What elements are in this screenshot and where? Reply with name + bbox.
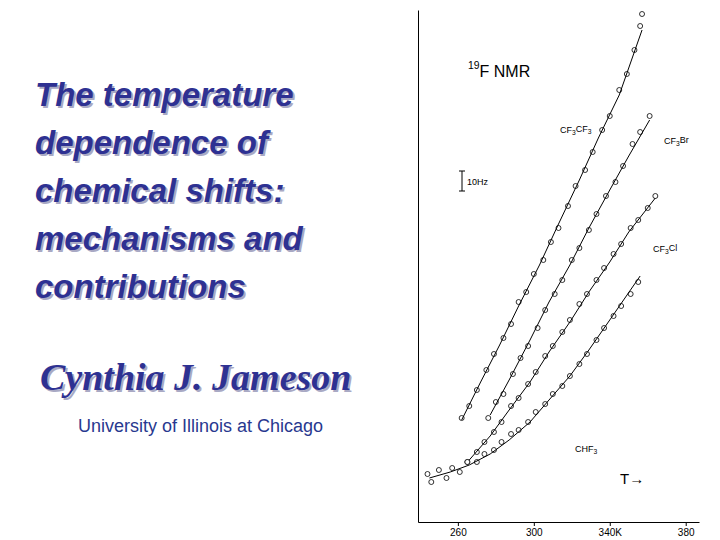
fit-line — [469, 198, 655, 460]
data-point — [425, 472, 430, 477]
data-point — [465, 460, 470, 465]
fit-line — [462, 30, 642, 420]
data-point — [638, 24, 643, 29]
title-line: mechanisms and — [35, 220, 304, 257]
point-group — [425, 280, 641, 485]
slide-title: The temperatureThe temperaturedependence… — [35, 76, 306, 307]
x-tick-label: 340K — [599, 527, 623, 538]
point-group — [465, 194, 658, 465]
series-label: CF3Br — [664, 135, 689, 147]
data-point — [653, 194, 658, 199]
series-label: CF3Cl — [653, 243, 677, 255]
plot-area — [425, 12, 658, 485]
x-axis-line — [419, 522, 700, 523]
data-point — [509, 432, 514, 437]
data-point — [457, 470, 462, 475]
affiliation: University of Illinois at Chicago — [78, 416, 323, 436]
series-label: CHF3 — [575, 444, 598, 455]
scale-bar-label: 10Hz — [467, 177, 489, 187]
x-tick-mark — [534, 522, 535, 526]
data-point — [450, 466, 455, 471]
fit-line — [429, 276, 640, 478]
data-point — [640, 12, 645, 17]
slide: The temperatureThe temperaturedependence… — [0, 0, 720, 540]
x-tick-mark — [458, 522, 459, 526]
title-line: dependence of — [35, 124, 271, 161]
x-tick-label: 380 — [678, 527, 695, 538]
scale-bar: 10Hz — [459, 171, 489, 191]
chart: 260 300 340K 380 CF3CF3 CF3Br CF3Cl CHF3 19F NMR… — [419, 11, 700, 539]
title-line: contributions — [35, 268, 246, 305]
author: Cynthia J. Jameson — [40, 356, 351, 398]
chart-texts: CF3CF3 CF3Br CF3Cl CHF3 19F NMR T→ 10Hz — [459, 60, 689, 487]
title-line: chemical shifts: — [35, 172, 284, 209]
x-tick: 340K — [599, 522, 623, 538]
x-tick: 300 — [526, 522, 543, 538]
scale-bar-mark — [459, 171, 465, 191]
data-point — [429, 480, 434, 485]
x-axis: 260 300 340K 380 — [419, 522, 700, 538]
x-tick-mark — [610, 522, 611, 526]
data-point — [647, 114, 652, 119]
data-point — [486, 416, 491, 421]
x-tick-label: 300 — [526, 527, 543, 538]
fit-line — [490, 120, 649, 415]
x-tick: 260 — [450, 522, 467, 538]
data-point — [465, 460, 470, 465]
data-point — [436, 468, 441, 473]
x-tick-mark — [686, 522, 687, 526]
series-label: CF3CF3 — [560, 124, 592, 136]
title-line: The temperature — [35, 76, 294, 113]
y-axis-line — [418, 11, 419, 523]
x-axis-title: T→ — [620, 470, 644, 487]
point-group — [459, 12, 644, 421]
data-point — [444, 476, 449, 481]
y-axis — [418, 11, 419, 523]
x-tick-label: 260 — [450, 527, 467, 538]
x-tick: 380 — [678, 522, 695, 538]
chart-title: 19F NMR — [468, 60, 530, 80]
point-group — [486, 114, 652, 421]
